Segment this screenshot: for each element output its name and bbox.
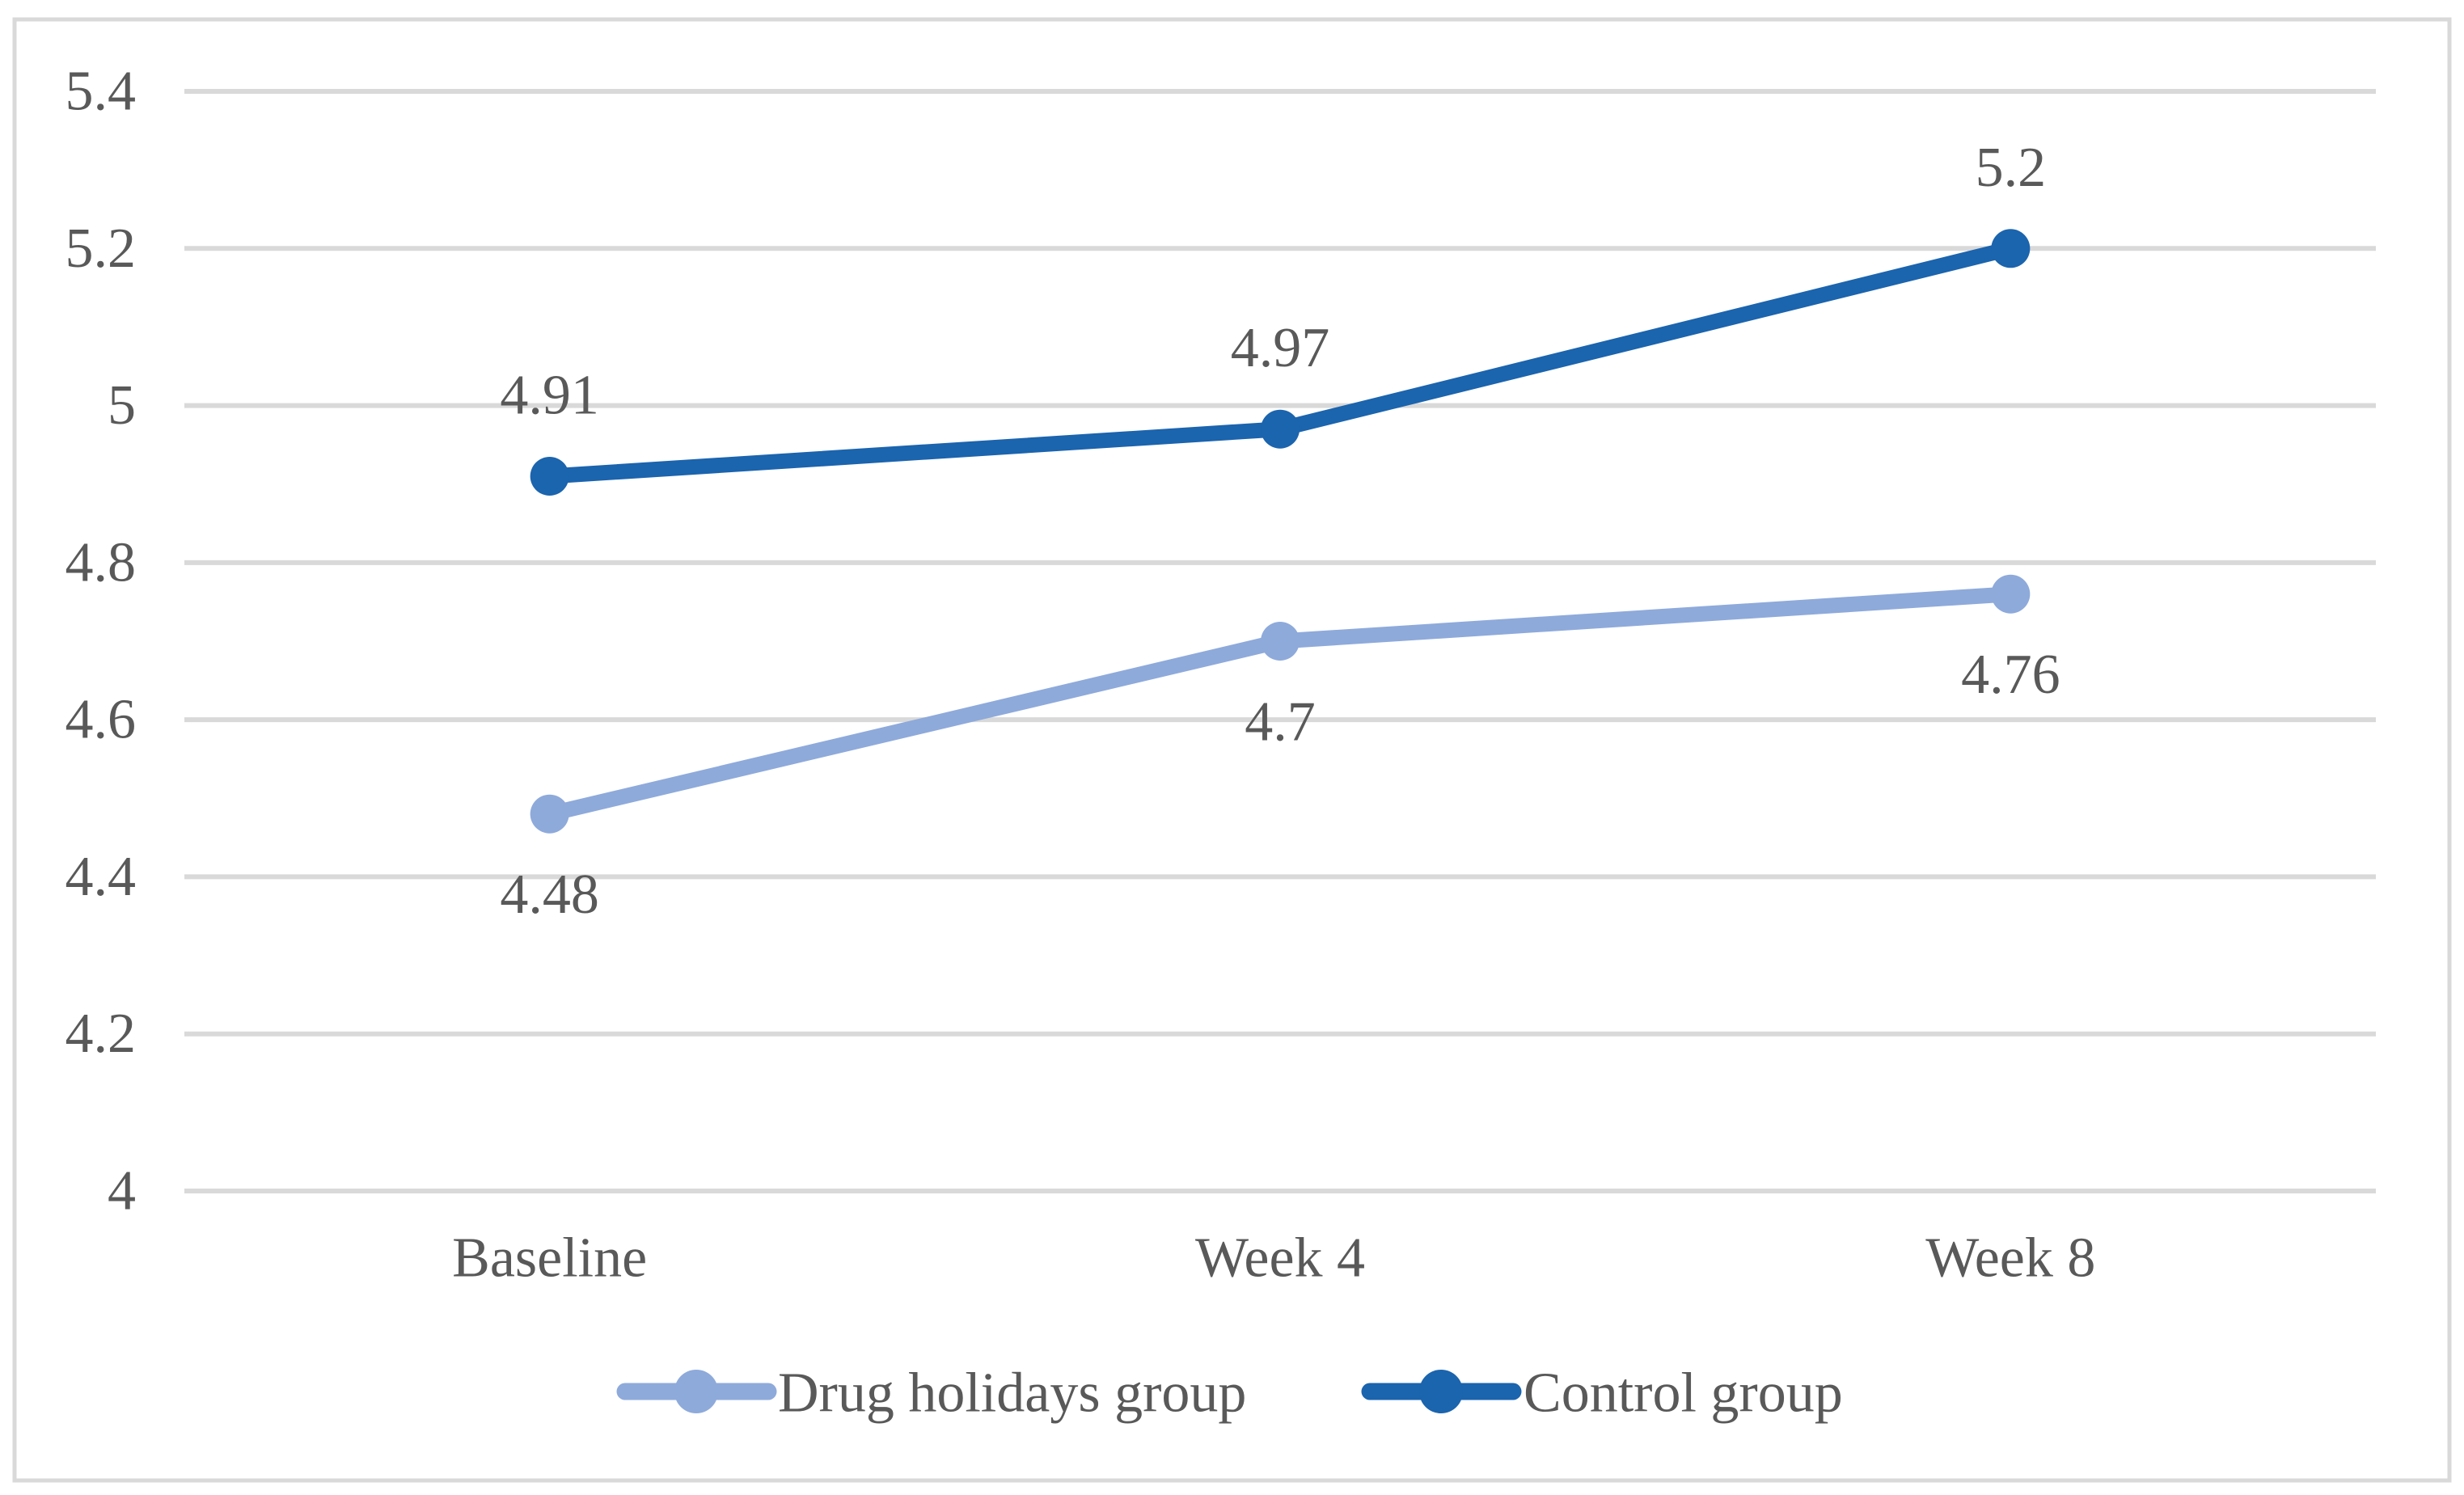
data-point-marker [530,794,569,834]
legend-item-control-group: Control group [1361,1362,1843,1425]
legend-label: Control group [1524,1362,1843,1425]
data-label: 4.7 [1245,691,1316,754]
x-category-label: Baseline [452,1227,647,1290]
legend-label: Drug holidays group [778,1362,1246,1425]
legend-marker-circle [1419,1370,1463,1413]
legend-item-drug-holidays-group: Drug holidays group [616,1362,1246,1425]
data-point-marker [1991,574,2031,614]
y-tick-label: 5 [108,374,136,437]
data-label: 4.48 [500,864,599,926]
y-tick-label: 4.6 [66,689,137,751]
data-point-marker [1261,409,1300,449]
data-point-marker [530,457,569,496]
data-label: 5.2 [1976,137,2047,199]
y-tick-label: 4.8 [66,531,137,593]
data-label: 4.91 [500,365,599,427]
y-tick-label: 4.2 [66,1003,137,1065]
y-tick-label: 5.2 [66,217,137,280]
data-label: 4.97 [1231,317,1330,379]
data-point-marker [1261,622,1300,661]
chart-border [12,17,2452,1483]
x-category-label: Week 4 [1195,1227,1365,1290]
y-tick-label: 4.4 [66,846,137,908]
y-tick-label: 4 [108,1160,136,1223]
data-point-marker [1991,229,2031,268]
y-tick-label: 5.4 [66,61,137,123]
x-category-label: Week 8 [1925,1227,2095,1290]
legend-marker-circle [674,1370,718,1413]
data-label: 4.76 [1961,644,2060,706]
